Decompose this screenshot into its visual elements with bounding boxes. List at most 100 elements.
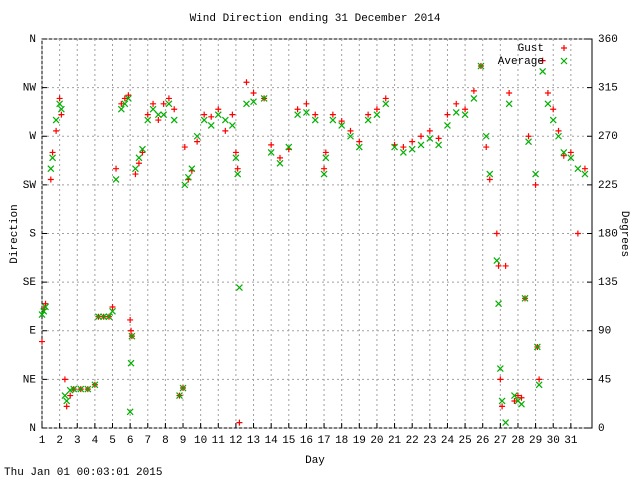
point bbox=[127, 359, 135, 367]
point bbox=[444, 111, 451, 118]
point bbox=[320, 170, 328, 178]
y2-tick-label: 180 bbox=[598, 228, 618, 240]
y2-tick-label: 315 bbox=[598, 83, 618, 95]
point bbox=[160, 100, 167, 107]
point bbox=[525, 138, 532, 146]
point bbox=[214, 111, 222, 119]
x-tick-label: 2 bbox=[56, 435, 63, 447]
point bbox=[408, 145, 416, 153]
point bbox=[121, 95, 128, 102]
point bbox=[567, 149, 574, 156]
point bbox=[49, 149, 56, 156]
point bbox=[144, 116, 152, 124]
point bbox=[294, 111, 302, 119]
point bbox=[56, 100, 64, 108]
point bbox=[124, 95, 132, 102]
point bbox=[70, 385, 78, 393]
point bbox=[329, 116, 337, 124]
point bbox=[312, 111, 319, 118]
point bbox=[109, 307, 116, 315]
point bbox=[499, 403, 506, 410]
point bbox=[91, 381, 99, 389]
x-tick-label: 30 bbox=[547, 435, 560, 447]
point bbox=[139, 145, 146, 153]
y-tick-label: N bbox=[29, 423, 36, 435]
point bbox=[260, 95, 268, 102]
point bbox=[228, 122, 236, 129]
point bbox=[521, 294, 529, 302]
point bbox=[113, 165, 120, 172]
point bbox=[493, 257, 501, 264]
point bbox=[338, 122, 346, 129]
point bbox=[373, 106, 380, 113]
x-tick-label: 26 bbox=[476, 435, 489, 447]
x-axis-label: Day bbox=[305, 455, 325, 467]
point bbox=[243, 79, 250, 86]
x-tick-label: 8 bbox=[162, 435, 169, 447]
x-tick-label: 15 bbox=[282, 435, 295, 447]
point bbox=[135, 154, 143, 162]
point bbox=[208, 113, 215, 120]
x-tick-label: 13 bbox=[247, 435, 260, 447]
point bbox=[61, 392, 69, 400]
y2-tick-label: 135 bbox=[598, 277, 618, 289]
x-tick-label: 4 bbox=[92, 435, 99, 447]
x-tick-label: 3 bbox=[74, 435, 81, 447]
point bbox=[61, 376, 68, 383]
point bbox=[477, 62, 485, 70]
point bbox=[453, 100, 460, 107]
point bbox=[581, 170, 589, 178]
point bbox=[483, 144, 490, 151]
y2-tick-label: 360 bbox=[598, 34, 618, 46]
y2-axis-label: Degrees bbox=[618, 211, 630, 257]
point bbox=[117, 105, 125, 113]
x-tick-label: 27 bbox=[494, 435, 507, 447]
point bbox=[58, 111, 65, 118]
point bbox=[132, 171, 139, 178]
point bbox=[250, 90, 257, 97]
point bbox=[549, 116, 557, 124]
point bbox=[555, 132, 562, 140]
x-tick-label: 17 bbox=[317, 435, 330, 447]
point bbox=[294, 106, 301, 113]
legend-label: Average bbox=[498, 56, 544, 68]
point bbox=[544, 100, 552, 108]
point bbox=[184, 173, 192, 181]
point bbox=[132, 165, 139, 173]
point bbox=[126, 408, 134, 416]
point bbox=[42, 300, 49, 307]
y-tick-label: W bbox=[29, 131, 36, 143]
point bbox=[215, 106, 222, 113]
y-tick-label: E bbox=[29, 326, 36, 338]
point bbox=[139, 149, 146, 156]
point bbox=[285, 143, 293, 151]
x-tick-label: 24 bbox=[441, 435, 455, 447]
legend-label: Gust bbox=[518, 43, 544, 55]
x-tick-label: 1 bbox=[39, 435, 46, 447]
point bbox=[268, 141, 275, 148]
point bbox=[47, 176, 54, 183]
point bbox=[40, 307, 48, 315]
point bbox=[67, 392, 74, 399]
point bbox=[355, 143, 363, 151]
point bbox=[532, 181, 539, 188]
x-tick-label: 29 bbox=[529, 435, 542, 447]
point bbox=[63, 397, 71, 405]
point bbox=[112, 176, 120, 183]
point bbox=[382, 95, 389, 102]
y2-tick-label: 90 bbox=[598, 326, 611, 338]
x-tick-label: 22 bbox=[406, 435, 419, 447]
point bbox=[276, 154, 283, 161]
point bbox=[502, 419, 510, 427]
point bbox=[165, 100, 173, 108]
x-tick-label: 28 bbox=[511, 435, 524, 447]
point bbox=[417, 141, 425, 149]
point bbox=[511, 397, 518, 404]
point bbox=[200, 116, 208, 124]
point bbox=[229, 111, 236, 118]
point bbox=[250, 98, 257, 106]
point bbox=[221, 116, 229, 124]
point bbox=[470, 87, 477, 94]
x-tick-label: 9 bbox=[180, 435, 187, 447]
